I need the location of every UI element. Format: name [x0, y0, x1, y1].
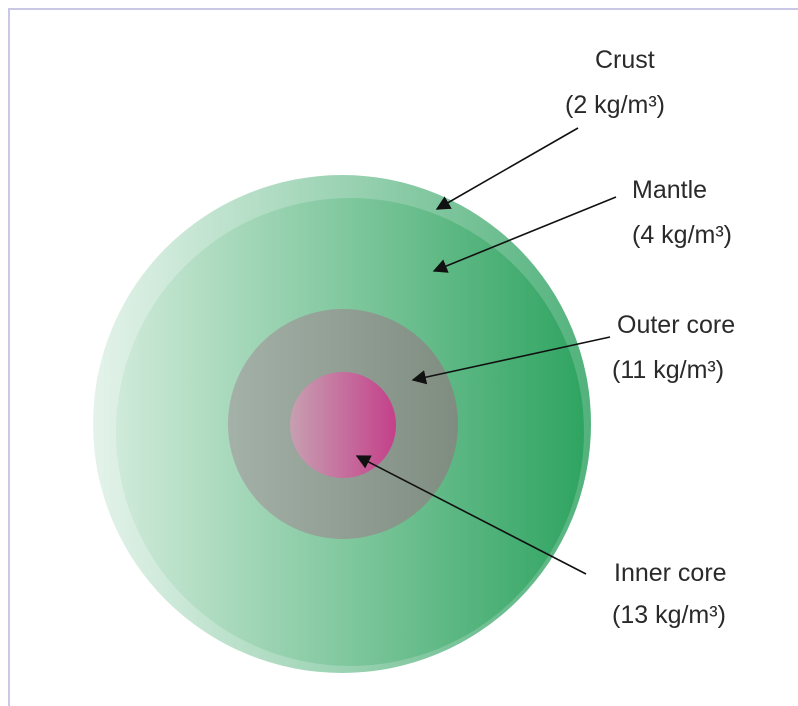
crust-arrow [435, 127, 579, 210]
layer-name: Mantle [632, 176, 707, 204]
mantle-arrow [432, 196, 617, 273]
inner-core [290, 372, 396, 478]
layer-density: (13 kg/m³) [612, 601, 726, 629]
layer-density: (11 kg/m³) [612, 356, 724, 384]
layer-name: Outer core [617, 311, 735, 339]
layer-density: (2 kg/m³) [565, 91, 665, 119]
inner-core-arrow [355, 455, 587, 575]
layer-density: (4 kg/m³) [632, 221, 732, 249]
outer-core-arrow [411, 336, 611, 385]
layer-name: Inner core [614, 559, 727, 587]
layer-name: Crust [595, 46, 655, 74]
